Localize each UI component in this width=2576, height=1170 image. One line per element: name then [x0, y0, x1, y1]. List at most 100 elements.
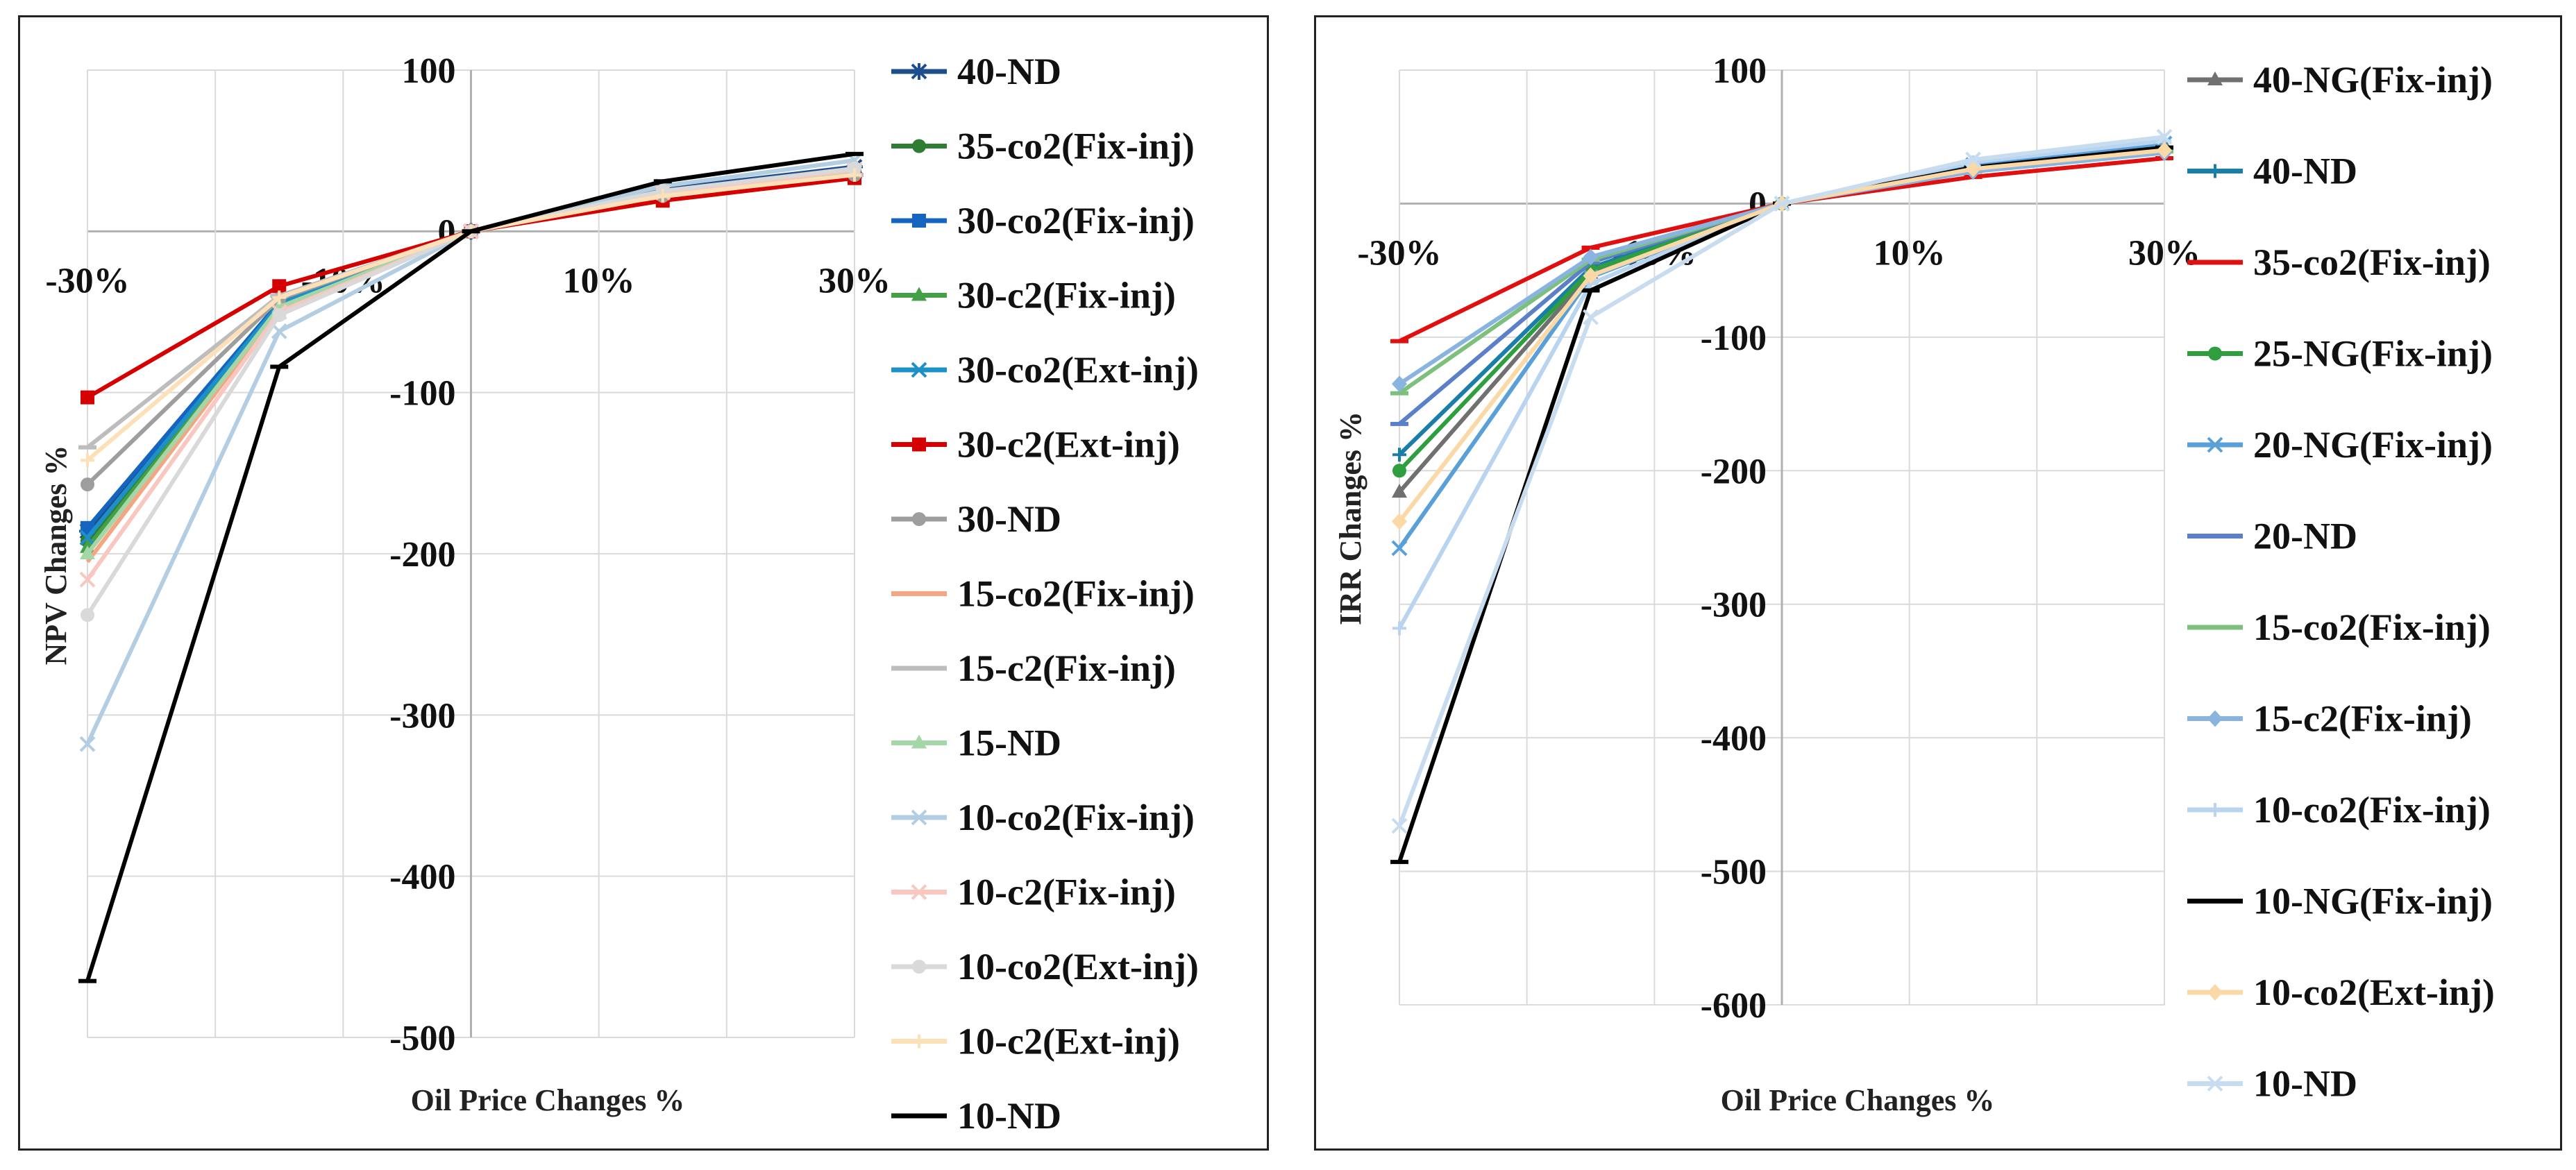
irr-y-axis-title: IRR Changes % — [1333, 412, 1367, 625]
npv-legend-item: 30-c2(Ext-inj) — [891, 424, 1180, 466]
npv-series — [78, 151, 864, 983]
irr-data-point — [1583, 248, 1599, 266]
npv-data-point — [272, 290, 287, 305]
irr-series-10-ND — [1391, 128, 2173, 834]
irr-legend-label: 10-NG(Fix-inj) — [2253, 881, 2493, 922]
irr-data-point — [2157, 142, 2172, 159]
npv-legend-item: 10-c2(Fix-inj) — [891, 872, 1176, 913]
irr-legend-item: 15-co2(Fix-inj) — [2187, 607, 2491, 648]
npv-data-point — [81, 453, 94, 468]
irr-data-point — [1391, 817, 1408, 834]
npv-legend-label: 10-c2(Fix-inj) — [957, 872, 1176, 913]
irr-gridlines — [1399, 69, 2165, 1006]
irr-legend-label: 10-ND — [2253, 1063, 2357, 1105]
npv-x-tick-label: 10% — [563, 261, 635, 300]
irr-legend-marker — [2207, 71, 2223, 85]
npv-legend-label: 10-co2(Fix-inj) — [957, 797, 1195, 838]
npv-data-point — [79, 529, 96, 546]
irr-legend-item: 20-NG(Fix-inj) — [2187, 424, 2493, 466]
irr-data-point — [1392, 513, 1407, 530]
irr-legend-item: 15-c2(Fix-inj) — [2187, 698, 2472, 740]
irr-legend-item: 10-co2(Fix-inj) — [2187, 789, 2491, 831]
npv-data-point — [271, 323, 287, 339]
npv-legend-item: 30-co2(Fix-inj) — [891, 200, 1195, 241]
npv-legend-label: 35-co2(Fix-inj) — [957, 126, 1195, 167]
npv-legend-item: 10-ND — [891, 1095, 1061, 1137]
irr-data-point — [1581, 245, 1600, 250]
irr-y-tick-label: -500 — [1701, 853, 1767, 892]
irr-legend-label: 40-NG(Fix-inj) — [2253, 59, 2493, 101]
irr-y-tick-label: -400 — [1701, 719, 1767, 758]
npv-legend-marker — [912, 214, 926, 228]
npv-legend-item: 40-ND — [891, 51, 1061, 92]
npv-data-point — [272, 279, 287, 294]
irr-legend: 40-NG(Fix-inj) 40-ND 35-co2(Fix-inj) 25-NG(… — [2187, 59, 2495, 1105]
npv-legend-item: 10-co2(Ext-inj) — [891, 946, 1199, 987]
npv-data-point — [845, 151, 864, 156]
npv-legend-marker — [912, 512, 926, 526]
npv-y-tick-label: -300 — [389, 696, 455, 736]
npv-y-tick-label: -400 — [389, 858, 455, 897]
npv-legend-label: 10-ND — [957, 1095, 1061, 1137]
irr-legend-marker — [2208, 164, 2222, 178]
irr-legend-item: 40-NG(Fix-inj) — [2187, 59, 2493, 101]
npv-legend-item: 35-co2(Fix-inj) — [891, 126, 1195, 167]
irr-data-point — [1774, 196, 1790, 212]
irr-x-axis-title: Oil Price Changes % — [1721, 1083, 1995, 1117]
npv-legend-label: 30-co2(Fix-inj) — [957, 200, 1195, 241]
npv-legend-label: 10-co2(Ext-inj) — [957, 946, 1199, 987]
irr-data-point — [1390, 391, 1408, 396]
npv-legend-item: 10-c2(Ext-inj) — [891, 1021, 1180, 1062]
irr-series — [1390, 128, 2173, 865]
irr-y-tick-label: -100 — [1701, 319, 1767, 358]
irr-legend-marker — [2208, 346, 2222, 361]
npv-y-axis-title: NPV Changes % — [39, 445, 73, 665]
irr-x-tick-labels: -30% -10% 10% 30% — [1357, 233, 2200, 273]
npv-legend-marker — [910, 1114, 928, 1118]
npv-legend-item: 30-co2(Ext-inj) — [891, 349, 1199, 391]
npv-data-point — [848, 168, 861, 183]
npv-data-point — [81, 608, 94, 622]
npv-gridlines — [87, 69, 855, 1038]
irr-legend-item: 35-co2(Fix-inj) — [2187, 241, 2491, 283]
npv-legend-marker — [911, 362, 927, 378]
npv-data-point — [81, 390, 94, 405]
npv-data-point — [78, 445, 96, 450]
npv-data-point — [81, 477, 94, 492]
npv-x-tick-label: -30% — [45, 261, 129, 300]
irr-data-point — [1581, 288, 1600, 293]
npv-legend-marker — [911, 884, 927, 900]
irr-legend-label: 10-co2(Fix-inj) — [2253, 789, 2491, 831]
irr-legend-marker — [2206, 534, 2224, 539]
irr-y-tick-label: 100 — [1712, 51, 1767, 91]
npv-legend-label: 40-ND — [957, 51, 1061, 92]
irr-y-tick-label: -600 — [1701, 986, 1767, 1026]
npv-legend-marker — [912, 960, 926, 974]
irr-y-tick-label: -200 — [1701, 452, 1767, 491]
irr-data-point — [1390, 339, 1408, 344]
npv-data-point — [655, 189, 670, 203]
npv-chart-panel: 100 0 -100 -200 -300 -400 -500 -30% -10% 10% 30% Oi… — [18, 15, 1269, 1151]
irr-legend-marker — [2206, 625, 2224, 629]
npv-y-tick-label: -500 — [389, 1019, 455, 1058]
irr-data-point — [1390, 860, 1408, 865]
npv-legend-label: 30-c2(Fix-inj) — [957, 275, 1176, 316]
npv-legend-item: 15-ND — [891, 722, 1061, 764]
npv-data-point — [653, 179, 672, 184]
irr-legend-item: 25-NG(Fix-inj) — [2187, 333, 2493, 375]
npv-x-axis-title: Oil Price Changes % — [411, 1083, 685, 1117]
npv-data-point — [79, 736, 96, 752]
npv-x-tick-labels: -30% -10% 10% 30% — [45, 261, 891, 300]
npv-legend-item: 30-c2(Fix-inj) — [891, 275, 1176, 316]
npv-legend-marker — [912, 139, 926, 153]
npv-data-point — [80, 545, 95, 559]
irr-legend-label: 35-co2(Fix-inj) — [2253, 241, 2491, 283]
npv-legend-item: 15-c2(Fix-inj) — [891, 647, 1176, 689]
irr-data-point — [1391, 540, 1408, 557]
irr-legend-item: 10-ND — [2187, 1063, 2357, 1105]
irr-legend-label: 15-co2(Fix-inj) — [2253, 607, 2491, 648]
npv-legend-label: 30-c2(Ext-inj) — [957, 424, 1180, 466]
